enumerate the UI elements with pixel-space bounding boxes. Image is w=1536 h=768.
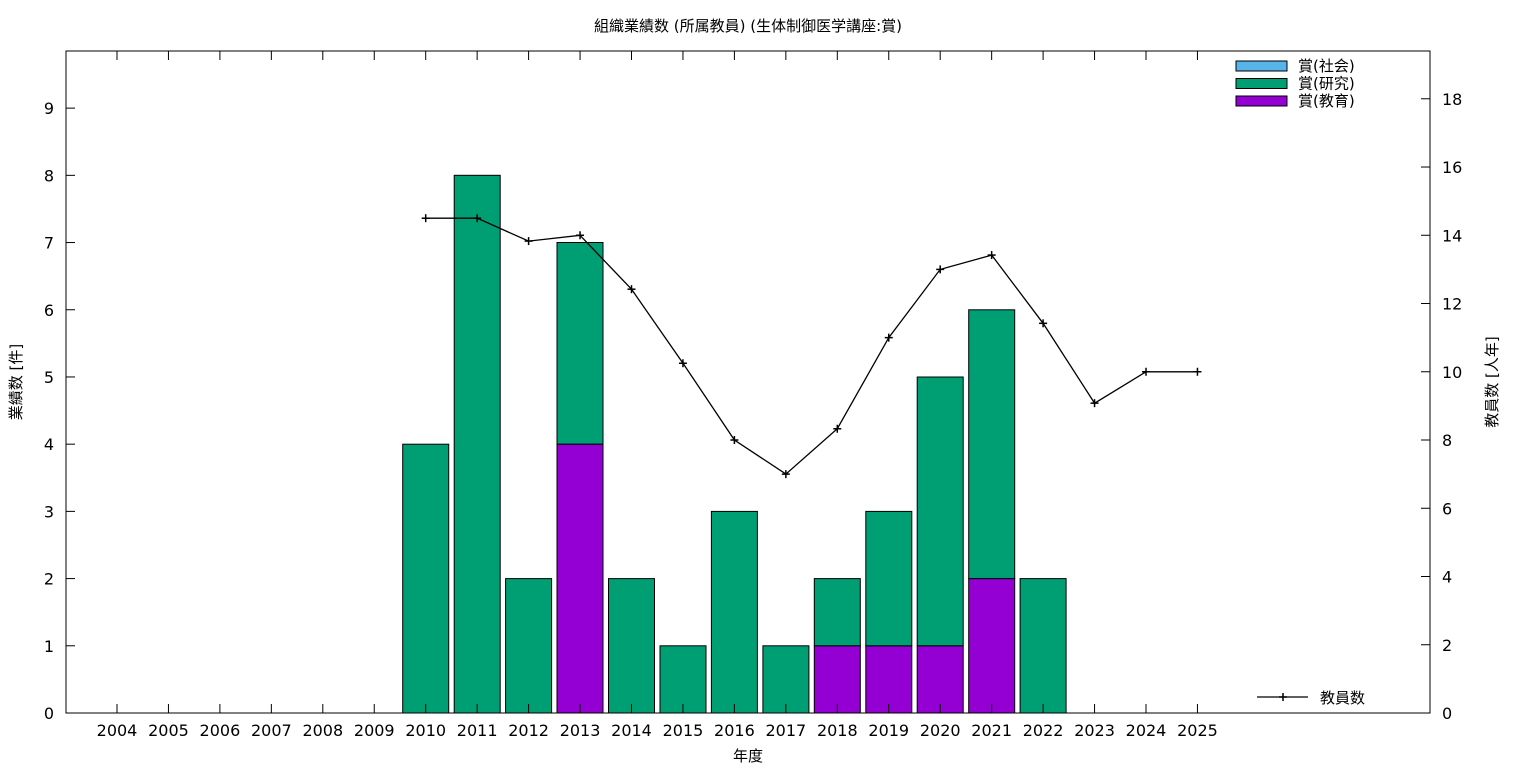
- y2-tick-label-12: 12: [1442, 295, 1462, 314]
- bar-2012-賞(研究): [505, 578, 553, 714]
- bar-2017-賞(研究): [762, 645, 810, 714]
- y-tick-label-0: 0: [44, 704, 54, 723]
- bar-2019-賞(教育): [865, 645, 913, 714]
- line-point-2019: [884, 333, 893, 342]
- line-point-2012: [524, 237, 533, 246]
- y2-tick-label-10: 10: [1442, 363, 1462, 382]
- x-tick-label-2016: 2016: [714, 721, 755, 740]
- y-tick-label-6: 6: [44, 301, 54, 320]
- legend-label-賞(研究): 賞(研究): [1298, 75, 1355, 93]
- line-layer: [421, 214, 1202, 479]
- bar-2013-賞(研究): [556, 242, 604, 445]
- y2-tick-label-14: 14: [1442, 226, 1462, 245]
- y-axis-label: 業績数 [件]: [7, 344, 25, 420]
- y2-tick-label-0: 0: [1442, 704, 1452, 723]
- line-point-2016: [730, 436, 739, 445]
- y-tick-label-1: 1: [44, 637, 54, 656]
- legend-swatch-賞(社会): [1235, 60, 1288, 72]
- bar-2013-賞(教育): [556, 443, 604, 714]
- bar-2020-賞(研究): [916, 376, 964, 647]
- bar-2018-賞(研究): [813, 578, 861, 647]
- x-tick-label-2004: 2004: [97, 721, 138, 740]
- y2-tick-label-16: 16: [1442, 158, 1462, 177]
- x-tick-label-2020: 2020: [920, 721, 961, 740]
- line-point-2015: [678, 359, 687, 368]
- x-tick-label-2008: 2008: [302, 721, 343, 740]
- bar-2021-賞(研究): [968, 309, 1016, 580]
- x-tick-label-2021: 2021: [971, 721, 1012, 740]
- x-tick-label-2011: 2011: [457, 721, 498, 740]
- bar-2019-賞(研究): [865, 510, 913, 647]
- bar-2022-賞(研究): [1019, 578, 1067, 714]
- x-tick-label-2014: 2014: [611, 721, 652, 740]
- x-tick-label-2013: 2013: [560, 721, 601, 740]
- bar-2016-賞(研究): [710, 510, 758, 714]
- y2-tick-label-8: 8: [1442, 431, 1452, 450]
- bar-2014-賞(研究): [608, 578, 655, 714]
- x-tick-label-2018: 2018: [817, 721, 858, 740]
- x-tick-label-2012: 2012: [508, 721, 549, 740]
- x-tick-label-2006: 2006: [200, 721, 241, 740]
- bar-2015-賞(研究): [659, 645, 707, 714]
- x-tick-label-2017: 2017: [765, 721, 806, 740]
- y-tick-label-7: 7: [44, 234, 54, 253]
- y2-axis-label: 教員数 [人年]: [1483, 336, 1501, 427]
- line-series-faculty: [425, 217, 1198, 475]
- y2-tick-label-2: 2: [1442, 636, 1452, 655]
- x-axis-label: 年度: [733, 747, 763, 765]
- bar-2020-賞(教育): [916, 645, 964, 714]
- plot-frame: [65, 50, 1431, 714]
- x-tick-label-2024: 2024: [1126, 721, 1167, 740]
- x-tick-label-2010: 2010: [405, 721, 446, 740]
- legend-swatch-賞(教育): [1235, 95, 1288, 107]
- y2-tick-label-18: 18: [1442, 90, 1462, 109]
- line-point-2013: [576, 231, 585, 240]
- legend-label-賞(社会): 賞(社会): [1298, 57, 1355, 75]
- bar-2021-賞(教育): [968, 578, 1016, 714]
- bars-layer: [402, 174, 1067, 714]
- y-tick-label-2: 2: [44, 570, 54, 589]
- x-tick-label-2025: 2025: [1177, 721, 1218, 740]
- line-point-2024: [1142, 367, 1150, 376]
- line-point-2022: [1039, 319, 1048, 328]
- y-tick-label-3: 3: [44, 502, 54, 521]
- bar-2010-賞(研究): [402, 443, 450, 714]
- chart-title: 組織業績数 (所属教員) (生体制御医学講座:賞): [594, 17, 902, 35]
- y-tick-label-9: 9: [44, 99, 54, 118]
- line-point-2023: [1090, 399, 1099, 408]
- line-point-2014: [627, 285, 636, 294]
- legend-swatch-賞(研究): [1235, 78, 1288, 89]
- line-point-2010: [421, 214, 430, 223]
- y2-tick-label-4: 4: [1442, 568, 1452, 587]
- y-tick-label-5: 5: [44, 368, 54, 387]
- y-tick-label-4: 4: [44, 435, 54, 454]
- bar-2011-賞(研究): [453, 174, 501, 714]
- x-tick-label-2023: 2023: [1074, 721, 1115, 740]
- x-tick-label-2015: 2015: [663, 721, 704, 740]
- legend-label-賞(教育): 賞(教育): [1298, 92, 1355, 110]
- legend-label-faculty: 教員数: [1320, 689, 1365, 707]
- x-tick-label-2005: 2005: [148, 721, 189, 740]
- y-tick-label-8: 8: [44, 166, 54, 185]
- x-tick-label-2007: 2007: [251, 721, 292, 740]
- line-point-2021: [987, 251, 996, 260]
- line-point-2011: [473, 214, 482, 223]
- x-tick-label-2009: 2009: [354, 721, 395, 740]
- line-point-2018: [833, 424, 842, 433]
- legend: 賞(社会)賞(研究)賞(教育) 教員数: [1235, 57, 1365, 707]
- x-tick-label-2022: 2022: [1023, 721, 1064, 740]
- y2-tick-label-6: 6: [1442, 499, 1452, 518]
- line-point-2017: [781, 470, 790, 479]
- x-tick-label-2019: 2019: [868, 721, 909, 740]
- line-point-2025: [1193, 367, 1202, 376]
- bar-2018-賞(教育): [813, 645, 861, 714]
- line-point-2020: [936, 265, 945, 274]
